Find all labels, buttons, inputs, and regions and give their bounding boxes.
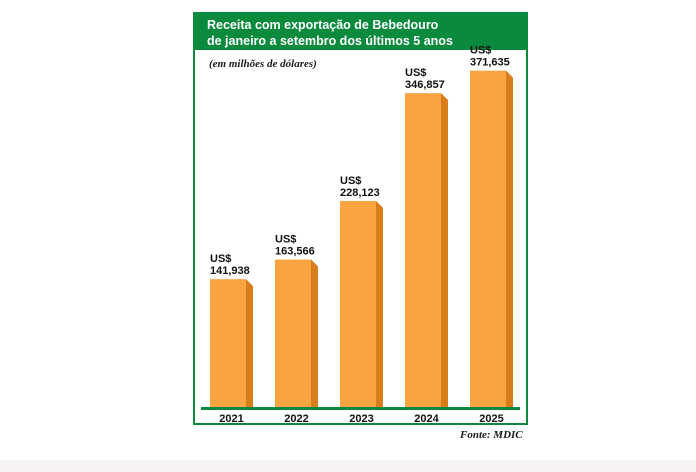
bar-side-2021 (246, 279, 253, 408)
bar-2023 (340, 200, 376, 408)
value-label-2024: US$ 346,857 (405, 67, 445, 91)
bottom-strip (0, 460, 696, 472)
value-label-2022: US$ 163,566 (275, 234, 315, 258)
bar-side-2025 (506, 70, 513, 408)
bar-chart: US$ 141,938 2021 US$ 163,566 2022 US$ 228,123 20… (201, 45, 520, 423)
bar-2022 (275, 259, 311, 408)
source-note: Fonte: MDIC (460, 429, 523, 441)
value-label-2021: US$ 141,938 (210, 253, 250, 277)
year-label-2025: 2025 (479, 413, 503, 423)
year-label-2021: 2021 (219, 413, 243, 423)
chart-header: Receita com exportação de Bebedouro de j… (195, 14, 526, 50)
bar-2024 (405, 93, 441, 408)
bar-2025 (470, 70, 506, 408)
bar-side-2023 (376, 200, 383, 408)
value-label-2025: US$ 371,635 (470, 45, 510, 69)
bar-2021 (210, 279, 246, 408)
chart-title-line-2: de janeiro a setembro dos últimos 5 anos (207, 34, 453, 48)
value-label-2023: US$ 228,123 (340, 175, 380, 199)
year-label-2023: 2023 (349, 413, 373, 423)
chart-title-line-1: Receita com exportação de Bebedouro (207, 18, 439, 32)
chart-frame: Receita com exportação de Bebedouro de j… (193, 12, 528, 425)
year-label-2022: 2022 (284, 413, 308, 423)
x-axis-baseline (201, 407, 520, 410)
unit-note: (em milhões de dólares) (209, 58, 317, 70)
year-label-2024: 2024 (414, 413, 439, 423)
bar-side-2024 (441, 93, 448, 408)
bar-side-2022 (311, 259, 318, 408)
